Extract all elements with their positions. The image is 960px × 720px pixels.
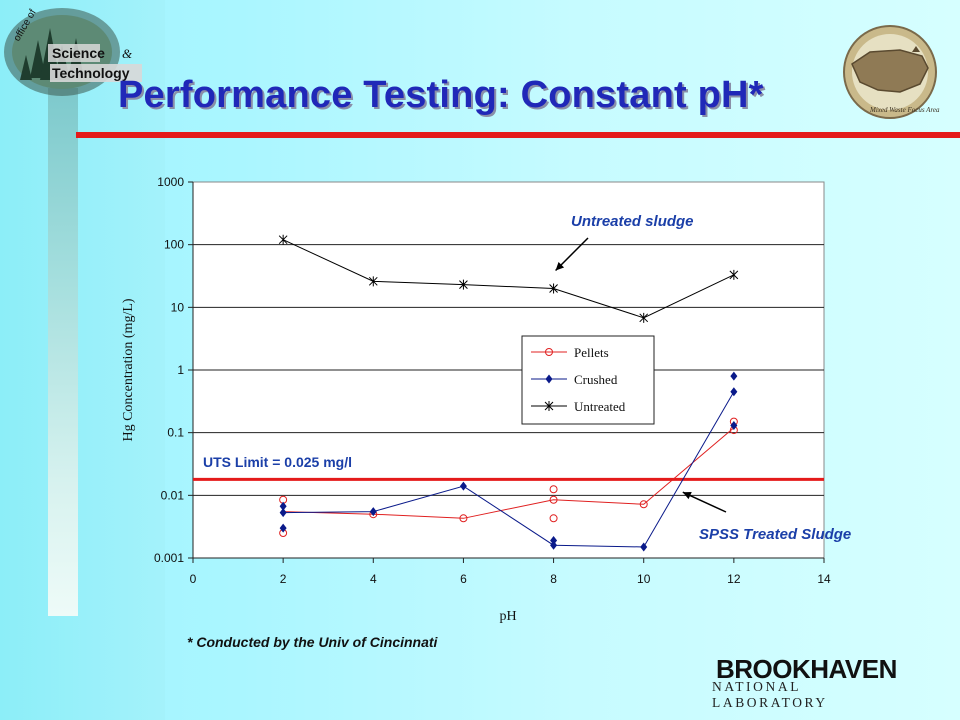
office-of-science-technology-logo: Science & Technology office of xyxy=(4,8,142,96)
data-point xyxy=(729,269,739,280)
data-point xyxy=(278,234,288,245)
data-point xyxy=(549,283,558,294)
y-tick-label: 100 xyxy=(164,238,184,252)
data-point xyxy=(730,371,738,381)
data-point xyxy=(279,523,287,533)
x-tick-label: 10 xyxy=(637,572,651,586)
data-point xyxy=(550,540,558,550)
x-tick-label: 14 xyxy=(817,572,831,586)
slide-title: Performance Testing: Constant pH* xyxy=(118,74,764,116)
brookhaven-subtitle: NATIONAL LABORATORY xyxy=(712,679,828,710)
y-tick-label: 1 xyxy=(177,363,184,377)
data-point xyxy=(459,279,468,290)
data-point xyxy=(549,495,558,504)
brookhaven-name: BROOKHAVEN xyxy=(716,654,897,684)
x-tick-label: 6 xyxy=(460,572,467,586)
y-tick-label: 0.01 xyxy=(161,488,185,502)
logo-science-text: Science xyxy=(52,45,105,61)
footnote: * Conducted by the Univ of Cincinnati xyxy=(187,634,438,650)
x-tick-label: 8 xyxy=(550,572,557,586)
data-point xyxy=(279,501,287,511)
data-point xyxy=(545,374,553,384)
data-point xyxy=(730,421,738,431)
data-point xyxy=(549,485,558,494)
left-band xyxy=(0,0,165,720)
data-point xyxy=(368,276,378,287)
data-point xyxy=(459,514,468,523)
x-tick-label: 12 xyxy=(727,572,741,586)
usa-map-icon xyxy=(851,49,929,93)
mixed-waste-focus-area-logo: Mixed Waste Focus Area xyxy=(843,25,940,119)
data-point xyxy=(279,508,287,518)
data-point xyxy=(640,542,648,552)
logo-technology-text: Technology xyxy=(52,65,130,81)
x-tick-label: 4 xyxy=(370,572,377,586)
y-axis-label: Hg Concentration (mg/L) xyxy=(121,298,136,441)
logo-mwfa-text: Mixed Waste Focus Area xyxy=(869,106,940,114)
data-point xyxy=(639,500,648,509)
data-point xyxy=(545,348,553,356)
treated-arrow-head xyxy=(682,492,692,500)
untreated-arrow-head xyxy=(555,261,565,271)
title-rule xyxy=(76,132,960,138)
uts-limit-label: UTS Limit = 0.025 mg/l xyxy=(203,454,352,470)
data-point xyxy=(550,536,558,546)
logo-amp-text: & xyxy=(122,46,133,61)
data-point xyxy=(730,387,738,397)
data-point xyxy=(544,401,554,411)
x-tick-label: 2 xyxy=(280,572,287,586)
series-line xyxy=(283,427,735,519)
legend-box xyxy=(521,335,655,425)
legend-label: Pellets xyxy=(574,345,609,360)
legend-label: Crushed xyxy=(574,372,618,387)
y-tick-label: 10 xyxy=(171,300,185,314)
x-tick-label: 0 xyxy=(190,572,197,586)
legend-label: Untreated xyxy=(574,399,626,414)
series-line xyxy=(282,239,735,319)
left-decorative-bar xyxy=(48,88,78,616)
y-tick-label: 0.001 xyxy=(154,551,184,565)
y-tick-label: 0.1 xyxy=(167,426,184,440)
data-point xyxy=(369,507,377,517)
series-crushed xyxy=(279,371,738,552)
data-point xyxy=(639,312,649,323)
y-tick-label: 1000 xyxy=(157,175,184,189)
series-untreated xyxy=(278,234,739,323)
x-axis-label: pH xyxy=(499,609,516,624)
data-point xyxy=(459,481,467,491)
brookhaven-logo: BROOKHAVEN NATIONAL LABORATORY xyxy=(712,654,922,710)
data-point xyxy=(549,514,558,523)
series-line xyxy=(283,391,735,548)
untreated-sludge-callout: Untreated sludge xyxy=(571,213,694,230)
spss-treated-sludge-callout: SPSS Treated Sludge xyxy=(699,526,852,543)
